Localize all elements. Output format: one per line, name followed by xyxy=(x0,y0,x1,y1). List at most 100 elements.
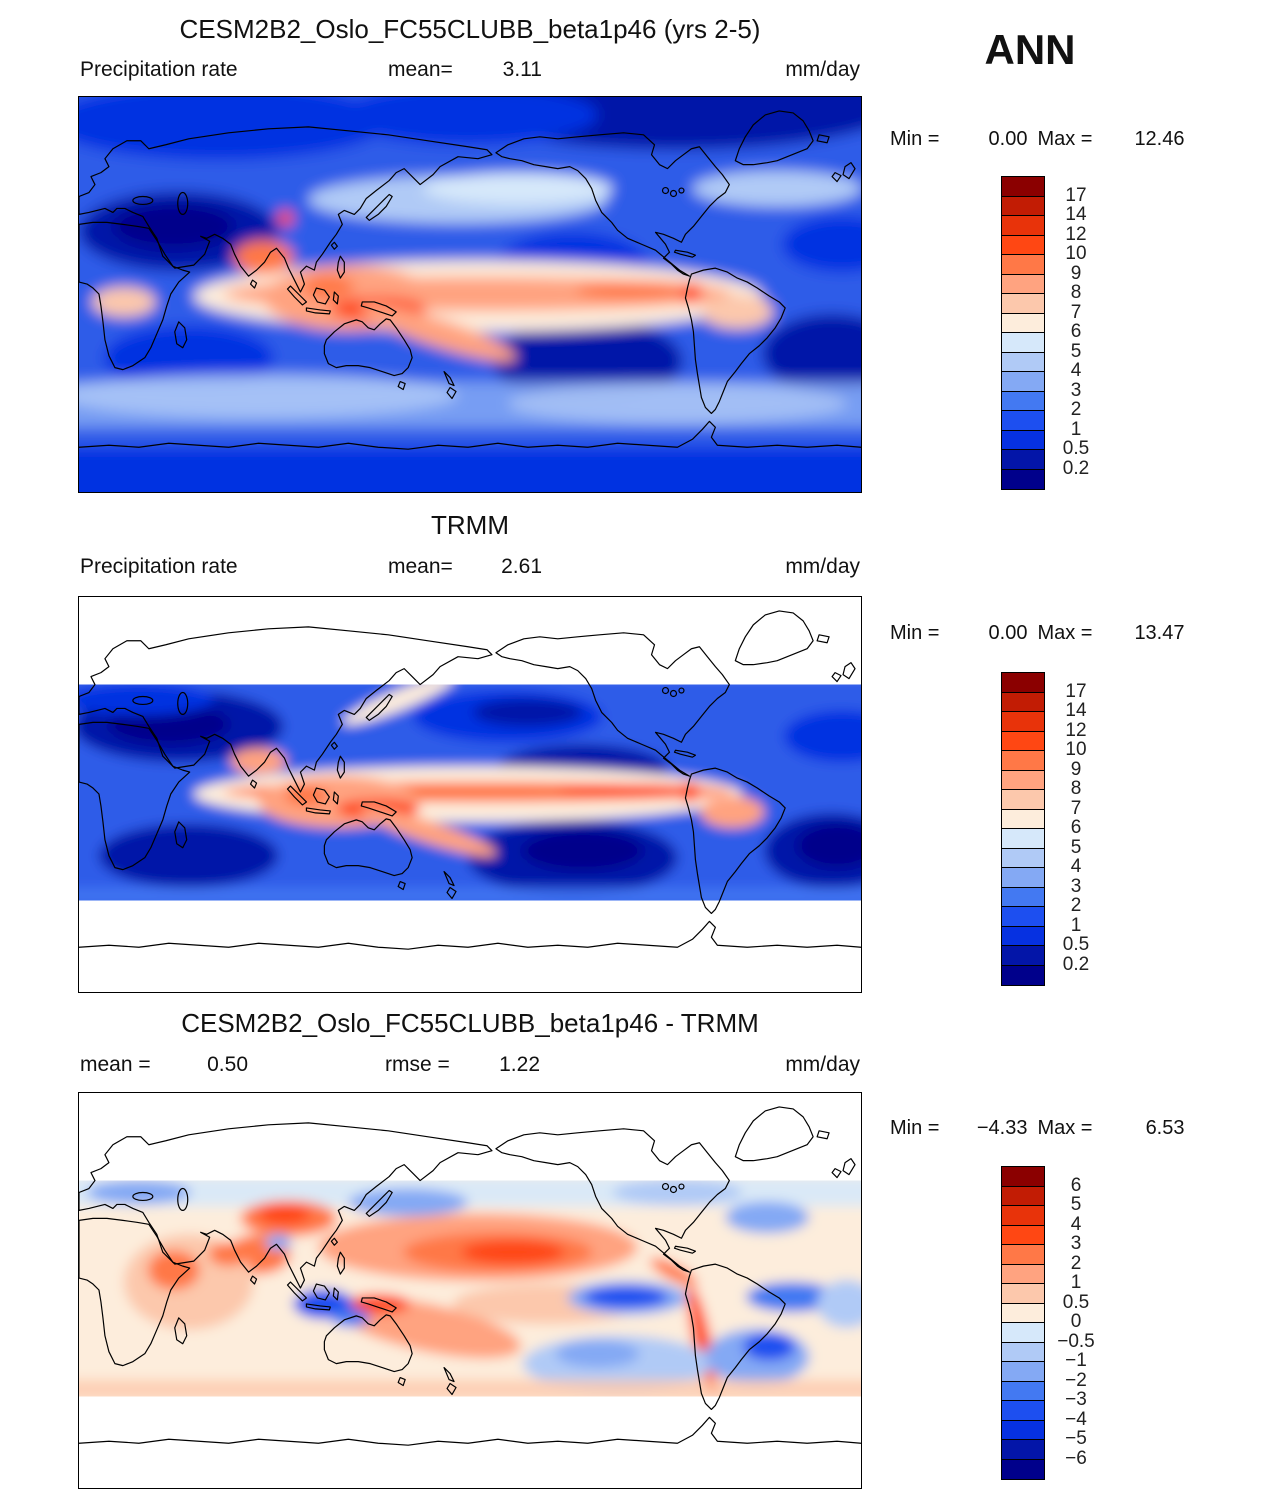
panel1-mean-label: mean= xyxy=(388,58,453,81)
colorbar-tick-label: 0.2 xyxy=(1062,457,1090,479)
colorbar-cell xyxy=(1002,770,1044,790)
colorbar-cell xyxy=(1002,673,1044,693)
season-label: ANN xyxy=(984,26,1076,73)
colorbar-labels: 17 14 12 10 9 8 7 6 5 4 3 2 1 0.5 0.2 xyxy=(1047,176,1105,488)
colorbar-tick-label: 9 xyxy=(1070,758,1082,780)
colorbar-tick-label: 8 xyxy=(1070,282,1082,303)
colorbar-tick-label: −5 xyxy=(1065,1428,1087,1449)
colorbar-cell xyxy=(1002,294,1044,314)
colorbar-tick-label: 12 xyxy=(1065,719,1087,741)
colorbar-cell xyxy=(1002,274,1044,294)
colorbar-tick-label: −2 xyxy=(1065,1369,1087,1391)
colorbar-cell xyxy=(1002,731,1044,751)
panel3-mean-label: mean = xyxy=(80,1053,151,1076)
panel1-variable-label: Precipitation rate xyxy=(80,58,238,81)
colorbar-tick-label: 10 xyxy=(1065,243,1087,264)
colorbar-cell xyxy=(1002,868,1044,888)
panel2-max-value: 13.47 xyxy=(1134,622,1185,644)
obs-precip-field xyxy=(79,684,861,901)
colorbar-cell xyxy=(1002,450,1044,470)
colorbar-cell xyxy=(1002,926,1044,946)
colorbar-tick-label: −4 xyxy=(1065,1408,1087,1430)
colorbar-tick-label: 6 xyxy=(1070,817,1082,838)
colorbar-tick-label: 2 xyxy=(1070,1252,1082,1274)
colorbar-tick-label: −6 xyxy=(1065,1447,1087,1469)
colorbar-tick-label: 0.5 xyxy=(1062,438,1090,459)
colorbar-cell xyxy=(1002,333,1044,353)
colorbar-cell xyxy=(1002,391,1044,411)
colorbar-cell xyxy=(1002,430,1044,450)
colorbar-tick-label: 9 xyxy=(1070,262,1082,284)
panel2-mean-label: mean= xyxy=(388,555,453,578)
colorbar-bar xyxy=(1001,672,1045,986)
colorbar-tick-label: 5 xyxy=(1070,836,1082,858)
colorbar-cell xyxy=(1002,1206,1044,1226)
panel2-mean-value: 2.61 xyxy=(501,555,542,578)
panel1-max-label: Max = xyxy=(1037,128,1093,150)
panel2-colorbar: 17 14 12 10 9 8 7 6 5 4 3 2 1 0.5 0.2 xyxy=(1001,672,1141,986)
colorbar-cell xyxy=(1002,1284,1044,1304)
colorbar-bar xyxy=(1001,1166,1045,1480)
panel1-minmax-row: Min = 0.00 Max = 12.46 xyxy=(890,128,1185,151)
colorbar-cell xyxy=(1002,1440,1044,1460)
panel2-min-value: 0.00 xyxy=(988,622,1028,644)
colorbar-cell xyxy=(1002,887,1044,907)
model-precip-map xyxy=(78,96,862,493)
colorbar-cell xyxy=(1002,829,1044,849)
colorbar-bar xyxy=(1001,176,1045,490)
colorbar-tick-label: 3 xyxy=(1070,379,1082,401)
panel1-colorbar: 17 14 12 10 9 8 7 6 5 4 3 2 1 0.5 0.2 xyxy=(1001,176,1141,490)
colorbar-cell xyxy=(1002,1459,1044,1479)
panel3-min-value: −4.33 xyxy=(976,1117,1028,1139)
colorbar-cell xyxy=(1002,372,1044,392)
panel1-mean-value: 3.11 xyxy=(502,58,542,81)
colorbar-cell xyxy=(1002,712,1044,732)
colorbar-tick-label: 17 xyxy=(1065,680,1087,702)
colorbar-tick-label: 5 xyxy=(1070,1194,1082,1215)
panel2-max-label: Max = xyxy=(1037,622,1093,644)
colorbar-tick-label: 1 xyxy=(1070,418,1082,440)
colorbar-labels: 17 14 12 10 9 8 7 6 5 4 3 2 1 0.5 0.2 xyxy=(1047,672,1105,984)
colorbar-tick-label: 3 xyxy=(1070,1233,1082,1254)
obs-precip-map xyxy=(78,596,862,993)
colorbar-labels: 6 5 4 3 2 1 0.5 0 −0.5 −1 −2 −3 −4 −5 −6 xyxy=(1047,1166,1105,1478)
panel2-variable-label: Precipitation rate xyxy=(80,555,238,578)
colorbar-tick-label: 1 xyxy=(1070,914,1082,936)
colorbar-tick-label: −1 xyxy=(1065,1350,1087,1371)
colorbar-tick-label: 12 xyxy=(1065,223,1087,245)
colorbar-cell xyxy=(1002,790,1044,810)
panel3-mean-value: 0.50 xyxy=(207,1053,248,1076)
colorbar-tick-label: 2 xyxy=(1070,399,1082,420)
colorbar-tick-label: 0.5 xyxy=(1062,934,1090,955)
colorbar-cell xyxy=(1002,1245,1044,1265)
panel2-labels-row: Precipitation rate mean= 2.61 mm/day xyxy=(0,555,1285,583)
colorbar-tick-label: 7 xyxy=(1070,797,1082,819)
panel3-max-value: 6.53 xyxy=(1145,1117,1185,1139)
panel2-minmax-row: Min = 0.00 Max = 13.47 xyxy=(890,622,1185,645)
panel1-title: CESM2B2_Oslo_FC55CLUBB_beta1p46 (yrs 2-5… xyxy=(179,14,761,44)
colorbar-cell xyxy=(1002,1362,1044,1382)
colorbar-cell xyxy=(1002,692,1044,712)
panel1-units-label: mm/day xyxy=(785,58,860,81)
colorbar-tick-label: 0.5 xyxy=(1062,1291,1090,1313)
colorbar-tick-label: 4 xyxy=(1070,1213,1082,1235)
colorbar-cell xyxy=(1002,907,1044,927)
panel3-min-label: Min = xyxy=(890,1117,940,1139)
colorbar-cell xyxy=(1002,196,1044,216)
colorbar-tick-label: 4 xyxy=(1070,856,1082,877)
colorbar-tick-label: 7 xyxy=(1070,301,1082,323)
colorbar-cell xyxy=(1002,255,1044,275)
panel3-units-label: mm/day xyxy=(785,1053,860,1076)
model-precip-field xyxy=(79,97,861,492)
colorbar-cell xyxy=(1002,1381,1044,1401)
colorbar-tick-label: 6 xyxy=(1070,321,1082,342)
colorbar-cell xyxy=(1002,177,1044,197)
colorbar-tick-label: 3 xyxy=(1070,875,1082,897)
panel3-max-label: Max = xyxy=(1037,1117,1093,1139)
panel2-units-label: mm/day xyxy=(785,555,860,578)
panel1-max-value: 12.46 xyxy=(1134,128,1185,150)
panel3-rmse-value: 1.22 xyxy=(499,1053,540,1076)
diff-precip-map xyxy=(78,1092,862,1489)
panel3-labels-row: mean = 0.50 rmse = 1.22 mm/day xyxy=(0,1053,1285,1081)
